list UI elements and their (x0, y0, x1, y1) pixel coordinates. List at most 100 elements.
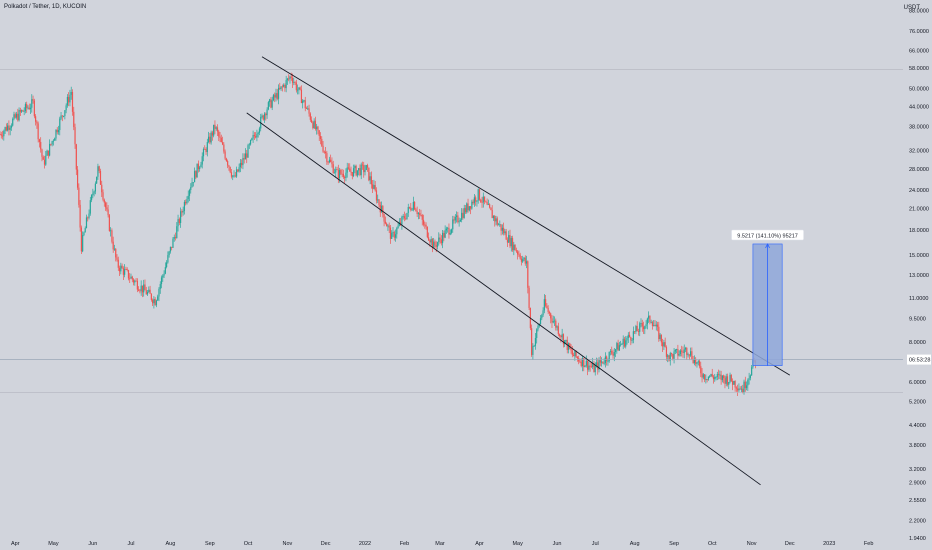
candle (42, 155, 44, 160)
candle-body (127, 270, 130, 279)
candle-body (495, 218, 497, 222)
price-tick-label: 32.0000 (909, 148, 929, 154)
candle-body (468, 206, 470, 211)
candle-body (263, 113, 266, 120)
candle-body (79, 204, 81, 228)
candle-body (54, 138, 56, 141)
candle-body (40, 141, 42, 150)
candle-body (662, 342, 664, 347)
candle-body (738, 388, 740, 391)
candle (667, 353, 669, 363)
candle-body (438, 237, 440, 243)
price-tick-label: 6.0000 (909, 380, 926, 386)
candle (336, 166, 338, 171)
candle (229, 166, 231, 174)
candle-body (589, 365, 591, 367)
candle-body (393, 231, 395, 238)
candle-body (751, 367, 753, 376)
candle (174, 232, 177, 241)
candle (60, 112, 62, 121)
candle-body (711, 374, 713, 377)
candle (450, 228, 453, 235)
candle (98, 165, 100, 174)
candle (168, 250, 170, 258)
candle (241, 159, 243, 169)
candle-body (96, 176, 98, 184)
candle (405, 213, 407, 221)
candle-body (646, 318, 648, 325)
time-tick-label: Jul (592, 541, 599, 547)
candle-body (111, 230, 113, 242)
candle-body (701, 373, 703, 378)
candle (318, 130, 320, 142)
candle (637, 328, 640, 336)
candle (3, 129, 5, 141)
candle-body (144, 284, 146, 291)
candle (274, 92, 276, 103)
candle-body (520, 258, 523, 262)
candle (411, 207, 413, 211)
candle (102, 189, 104, 202)
candle (263, 112, 266, 123)
candle (462, 208, 464, 220)
candle-body (425, 224, 427, 227)
candle (374, 180, 376, 192)
candle-body (298, 87, 300, 90)
candle (614, 348, 617, 358)
candle-body (696, 362, 698, 364)
candle-body (441, 232, 444, 244)
candle (473, 194, 475, 207)
candle (687, 352, 689, 358)
candle-body (611, 350, 613, 354)
time-tick-label: Mar (435, 541, 445, 547)
candle (378, 198, 380, 208)
price-tick-label: 1.9400 (909, 536, 926, 542)
candle-body (346, 167, 348, 173)
candle (324, 146, 327, 159)
candle-body (305, 108, 308, 109)
candle-body (388, 225, 390, 228)
candle (88, 209, 90, 220)
candle-body (690, 351, 692, 356)
candle (242, 153, 244, 170)
candle-body (62, 116, 65, 117)
candle (57, 125, 60, 135)
candle (177, 214, 179, 232)
candle (251, 137, 253, 141)
candle-body (336, 169, 338, 171)
candle-body (551, 318, 553, 323)
candle-body (230, 172, 233, 177)
candle (29, 103, 32, 114)
candle (543, 294, 545, 314)
candle (314, 116, 317, 131)
candle (146, 289, 149, 297)
candle (279, 82, 281, 90)
candle (494, 214, 496, 227)
candle (191, 177, 193, 188)
candle-body (71, 91, 74, 112)
price-tick-label: 5.2000 (909, 400, 926, 406)
candle (309, 112, 311, 122)
candle (710, 373, 712, 377)
candle-body (414, 201, 416, 210)
candle (101, 180, 103, 198)
candle (302, 99, 304, 109)
candle-body (433, 241, 435, 248)
candle (721, 375, 723, 383)
candle-body (241, 162, 243, 166)
candle-body (564, 340, 566, 345)
candle (155, 299, 158, 308)
price-tick-label: 15.0000 (909, 253, 929, 259)
candle-body (382, 205, 384, 215)
candle (55, 129, 57, 141)
candle (448, 223, 450, 239)
candles-layer (0, 72, 757, 397)
candle-body (424, 224, 426, 226)
time-tick-label: 2023 (823, 541, 835, 547)
candle (196, 163, 198, 178)
candle (489, 203, 491, 209)
candle (288, 74, 290, 82)
candle-body (510, 238, 512, 247)
